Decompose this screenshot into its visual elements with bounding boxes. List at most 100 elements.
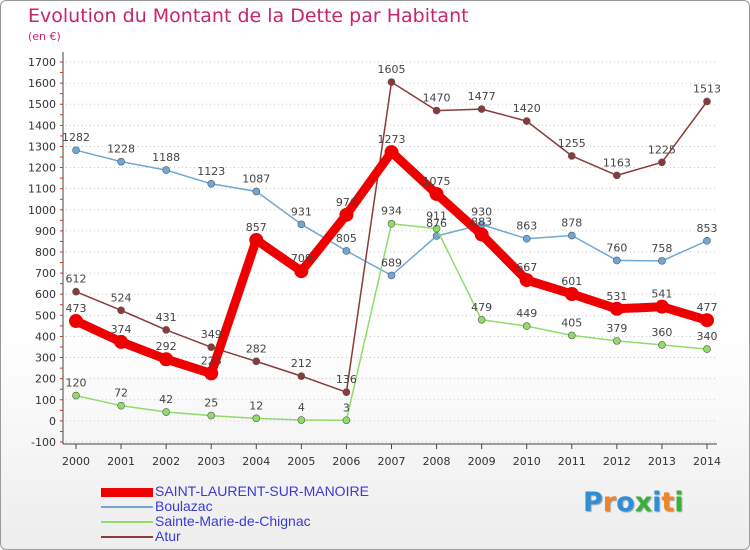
chart-title: Evolution du Montant de la Dette par Hab… [28,5,469,27]
legend-swatch [101,487,153,497]
data-point [567,231,576,240]
data-label: 911 [426,210,447,223]
data-point [700,313,714,328]
y-tick-label: 1600 [28,77,56,90]
legend-label: Boulazac [155,498,213,514]
y-tick-label: 800 [35,246,56,259]
data-point [564,287,579,302]
logo-letter: r [602,487,617,518]
legend-label: SAINT-LAURENT-SUR-MANOIRE [155,483,369,499]
data-label: 857 [246,221,267,234]
data-label: 431 [156,311,177,324]
data-label: 1228 [107,143,135,156]
data-label: 3 [343,401,350,414]
data-point [297,220,306,229]
data-point [72,146,80,155]
logo-letter: i [652,487,662,518]
data-point [117,401,125,410]
logo-letter: o [616,487,635,518]
data-label: 449 [516,307,537,320]
data-point [613,337,621,345]
x-tick-label: 2009 [468,455,496,468]
data-label: 1255 [558,137,586,150]
data-label: 405 [561,316,582,329]
x-tick-label: 2003 [197,455,225,468]
x-tick-label: 2004 [242,455,270,468]
data-point [297,372,306,380]
proxiti-logo: Proxiti [583,487,684,518]
data-label: 689 [381,256,402,269]
x-tick-label: 2001 [107,455,135,468]
legend-label: Atur [155,528,181,544]
data-label: 1470 [423,92,451,105]
data-label: 4 [298,401,305,414]
data-label: 72 [114,387,128,400]
data-point [387,271,396,280]
data-label: 931 [291,205,312,218]
data-point [522,234,531,243]
data-label: 805 [336,232,357,245]
data-point [162,408,170,416]
y-tick-label: 1100 [28,183,56,196]
data-point [387,78,396,86]
logo-letter: t [661,487,675,518]
y-tick-label: 0 [49,415,56,428]
y-tick-label: -100 [31,436,56,449]
data-label: 612 [66,273,87,286]
data-point [117,306,125,315]
data-point [72,391,80,400]
data-point [297,416,306,424]
y-tick-label: 700 [35,267,56,280]
data-point [342,388,351,396]
y-tick-label: 600 [35,288,56,301]
data-label: 374 [111,323,132,336]
y-tick-label: 500 [35,309,56,322]
x-tick-label: 2006 [332,455,360,468]
data-label: 876 [426,217,447,230]
data-point [249,232,264,247]
data-label: 709 [291,252,312,265]
data-point [162,166,170,174]
data-point [342,247,351,255]
x-tick-label: 2011 [558,455,586,468]
data-point [477,315,486,324]
y-tick-label: 1000 [28,204,56,217]
data-label: 1282 [62,131,90,144]
data-label: 282 [246,342,267,355]
data-point [432,224,441,233]
data-point [252,357,261,366]
data-label: 360 [651,326,672,339]
y-tick-label: 200 [35,373,56,386]
data-point [117,157,125,166]
data-point [252,187,261,196]
data-label: 212 [291,357,312,370]
data-label: 1477 [468,90,496,103]
logo-letter: P [583,487,603,518]
data-point [613,171,621,180]
data-point [252,414,261,423]
data-label: 760 [606,241,627,254]
x-tick-label: 2000 [62,455,90,468]
data-label: 120 [66,377,87,390]
data-point [207,343,216,352]
data-label: 863 [516,220,537,233]
data-label: 531 [606,290,627,303]
data-point [609,301,624,316]
data-point [114,334,129,349]
x-tick-label: 2008 [423,455,451,468]
y-tick-label: 1200 [28,162,56,175]
data-point [204,366,219,381]
data-point [654,299,669,314]
data-point [384,145,399,160]
data-label: 1513 [693,82,721,95]
x-tick-label: 2013 [648,455,676,468]
data-point [522,322,531,330]
data-label: 292 [156,340,177,353]
data-point [432,106,441,115]
data-point [658,158,666,167]
x-tick-label: 2014 [693,455,721,468]
data-label: 1075 [423,175,451,188]
data-label: 1188 [152,151,180,164]
data-label: 1163 [603,156,631,169]
y-tick-label: 1300 [28,140,56,153]
